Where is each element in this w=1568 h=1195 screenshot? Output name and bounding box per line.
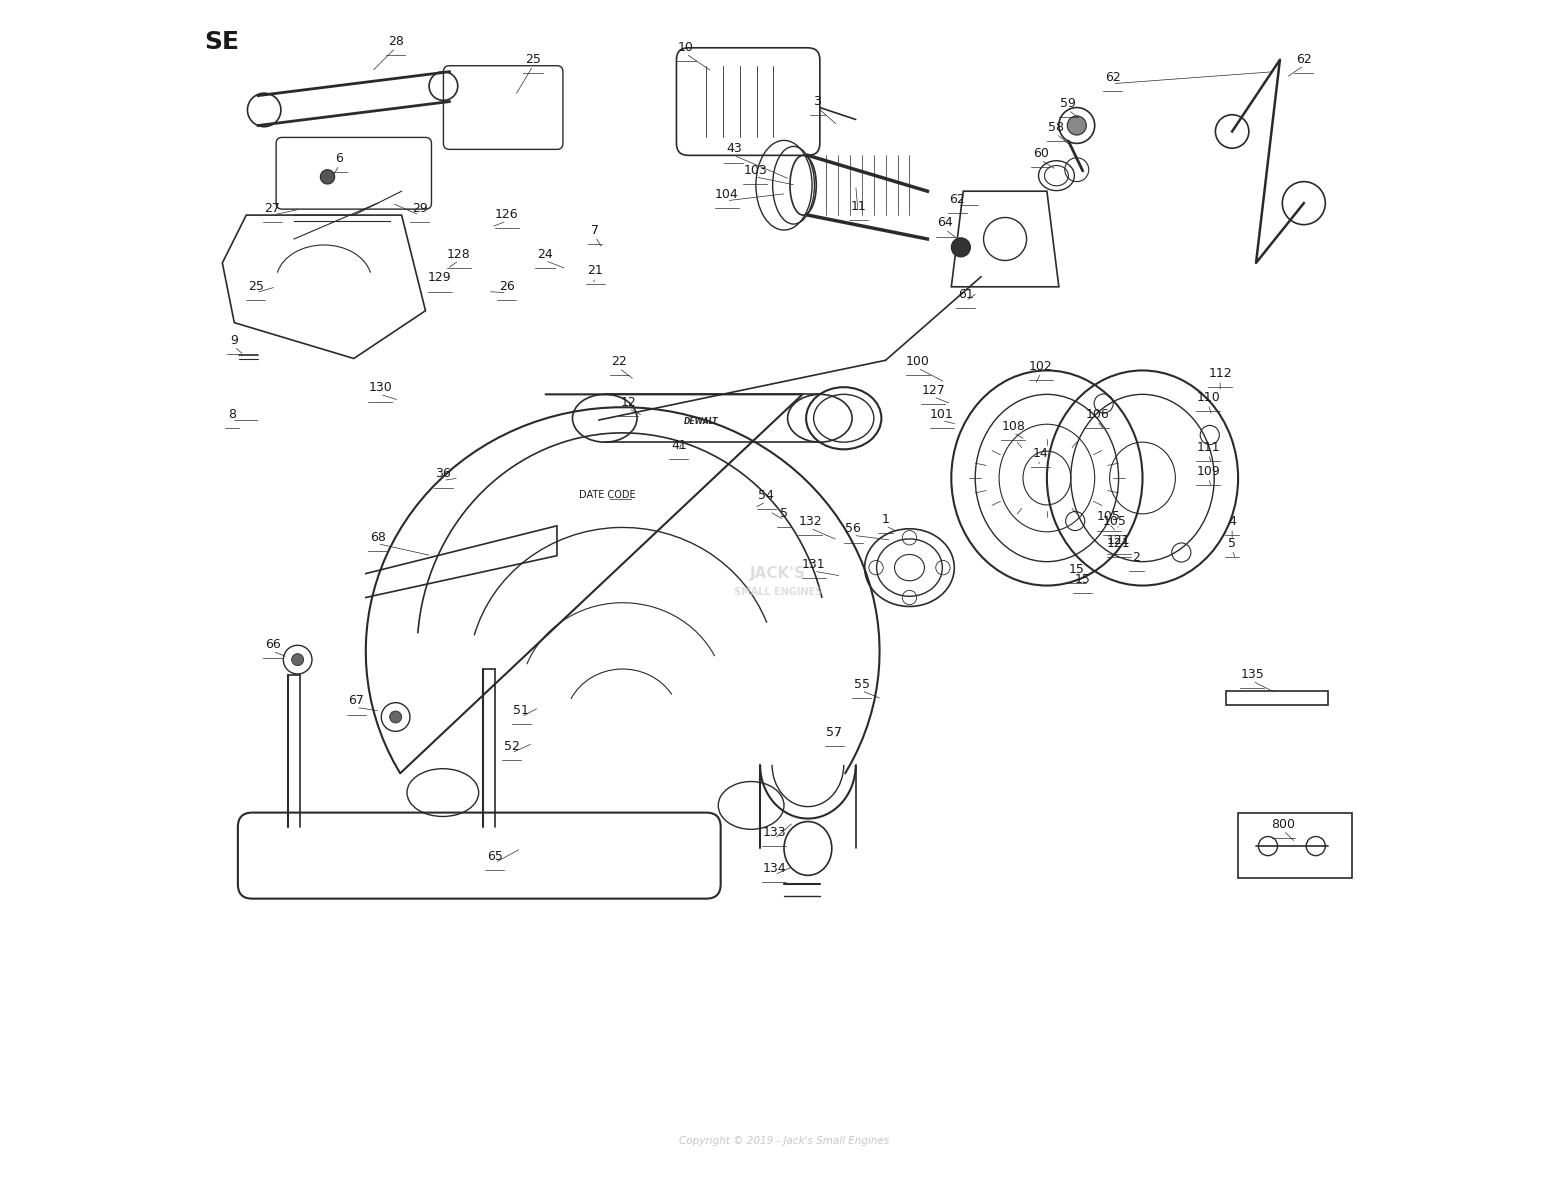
Text: 52: 52	[503, 740, 519, 753]
Text: 22: 22	[612, 355, 627, 368]
Text: 1: 1	[881, 513, 889, 526]
Text: 6: 6	[336, 152, 343, 165]
Text: 11: 11	[850, 200, 866, 213]
Text: 3: 3	[814, 94, 822, 108]
Text: 68: 68	[370, 531, 386, 544]
Text: SMALL ENGINES: SMALL ENGINES	[734, 587, 822, 596]
Text: 121: 121	[1107, 537, 1131, 550]
Text: 5: 5	[1228, 537, 1236, 550]
Text: 24: 24	[538, 247, 554, 261]
Text: 110: 110	[1196, 391, 1220, 404]
Text: 126: 126	[495, 208, 519, 221]
Text: 101: 101	[930, 407, 953, 421]
Text: 21: 21	[588, 264, 604, 277]
Text: 65: 65	[488, 850, 503, 863]
Text: 102: 102	[1029, 360, 1052, 373]
Text: 7: 7	[591, 223, 599, 237]
Text: 61: 61	[958, 288, 974, 301]
Text: 62: 62	[1105, 71, 1121, 84]
Text: 105: 105	[1102, 515, 1127, 528]
Text: DEWALT: DEWALT	[684, 417, 718, 427]
Circle shape	[390, 711, 401, 723]
Text: 2: 2	[1132, 551, 1140, 564]
Text: 25: 25	[248, 280, 263, 293]
Text: 100: 100	[906, 355, 930, 368]
Text: 60: 60	[1033, 147, 1049, 160]
Text: 62: 62	[1295, 53, 1312, 66]
Text: 121: 121	[1107, 534, 1131, 547]
Text: 10: 10	[677, 41, 695, 54]
Text: 25: 25	[525, 53, 541, 66]
Text: 43: 43	[726, 142, 742, 155]
Text: 134: 134	[762, 862, 786, 875]
Text: 109: 109	[1196, 465, 1220, 478]
Text: 41: 41	[671, 439, 687, 452]
Circle shape	[292, 654, 304, 666]
Text: 36: 36	[436, 467, 452, 480]
Text: 51: 51	[513, 704, 528, 717]
Text: 103: 103	[743, 164, 767, 177]
Text: 58: 58	[1049, 121, 1065, 134]
Text: 133: 133	[762, 826, 786, 839]
Text: 14: 14	[1033, 447, 1049, 460]
Text: 128: 128	[447, 247, 470, 261]
Text: 64: 64	[938, 216, 953, 229]
Text: 26: 26	[499, 280, 514, 293]
Text: 108: 108	[1002, 419, 1025, 433]
Text: 15: 15	[1074, 572, 1091, 586]
Circle shape	[1068, 116, 1087, 135]
Bar	[1226, 691, 1328, 705]
Bar	[1239, 813, 1352, 878]
Circle shape	[320, 170, 334, 184]
Text: 55: 55	[853, 678, 870, 691]
Text: JACK'S: JACK'S	[750, 566, 806, 581]
Text: 59: 59	[1060, 97, 1076, 110]
Text: 800: 800	[1272, 817, 1295, 831]
Text: SE: SE	[204, 30, 240, 54]
Text: 9: 9	[230, 333, 238, 347]
Text: 132: 132	[798, 515, 822, 528]
Text: 106: 106	[1085, 407, 1109, 421]
Text: 129: 129	[428, 271, 452, 284]
Text: 67: 67	[348, 694, 364, 707]
Text: DATE CODE: DATE CODE	[579, 490, 635, 500]
Text: 54: 54	[759, 489, 775, 502]
Text: 28: 28	[387, 35, 403, 48]
Text: 112: 112	[1209, 367, 1232, 380]
Text: 135: 135	[1240, 668, 1264, 681]
Text: 29: 29	[412, 202, 428, 215]
Text: Copyright © 2019 - Jack's Small Engines: Copyright © 2019 - Jack's Small Engines	[679, 1136, 889, 1146]
Text: 5: 5	[779, 507, 789, 520]
Text: 111: 111	[1196, 441, 1220, 454]
Text: 127: 127	[922, 384, 946, 397]
Text: 12: 12	[621, 396, 637, 409]
Text: 56: 56	[845, 522, 861, 535]
Text: 131: 131	[803, 558, 826, 571]
Text: 62: 62	[949, 192, 966, 206]
Text: 8: 8	[227, 407, 235, 421]
Text: 130: 130	[368, 381, 392, 394]
Text: 27: 27	[265, 202, 281, 215]
Text: 4: 4	[1228, 515, 1236, 528]
Circle shape	[952, 238, 971, 257]
Text: 104: 104	[715, 188, 739, 201]
Text: 57: 57	[826, 725, 842, 739]
Text: 105: 105	[1098, 510, 1121, 523]
Text: 15: 15	[1069, 563, 1085, 576]
Text: 66: 66	[265, 638, 281, 651]
